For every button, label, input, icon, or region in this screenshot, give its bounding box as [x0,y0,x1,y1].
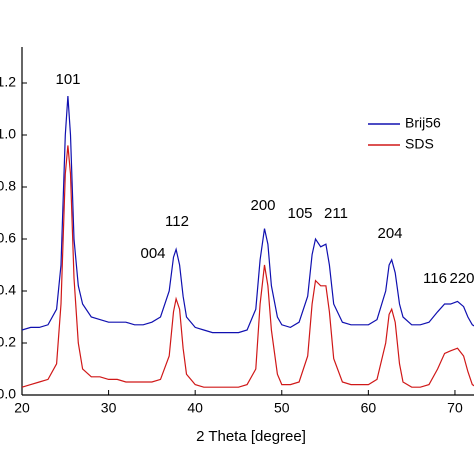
legend-label: Brij56 [405,115,441,131]
peak-label: 116 [423,270,447,287]
y-tick-label: 0.6 [0,230,16,246]
peak-label: 105 [287,205,312,222]
y-tick-label: 0.0 [0,386,16,402]
peak-label: 004 [140,245,165,262]
y-tick-label: 1.2 [0,74,16,90]
x-tick-label: 60 [361,400,377,416]
series-line [21,95,474,334]
x-axis-label: 2 Theta [degree] [196,428,306,445]
x-tick-label: 50 [274,400,290,416]
y-tick-label: 1.0 [0,126,16,142]
y-tick-label: 0.4 [0,282,16,298]
peak-label: 112 [165,213,189,230]
series-line [21,145,474,388]
x-tick-label: 70 [447,400,463,416]
y-tick-label: 0.8 [0,178,16,194]
peak-label: 211 [324,205,348,222]
x-tick-label: 30 [101,400,117,416]
peak-label: 101 [55,71,80,88]
x-tick-label: 20 [14,400,30,416]
peak-label: 220 [449,270,474,287]
peak-label: 200 [250,197,275,214]
legend-label: SDS [405,136,434,152]
x-tick-label: 40 [187,400,203,416]
peak-label: 204 [377,225,402,242]
y-tick-label: 0.2 [0,334,16,350]
